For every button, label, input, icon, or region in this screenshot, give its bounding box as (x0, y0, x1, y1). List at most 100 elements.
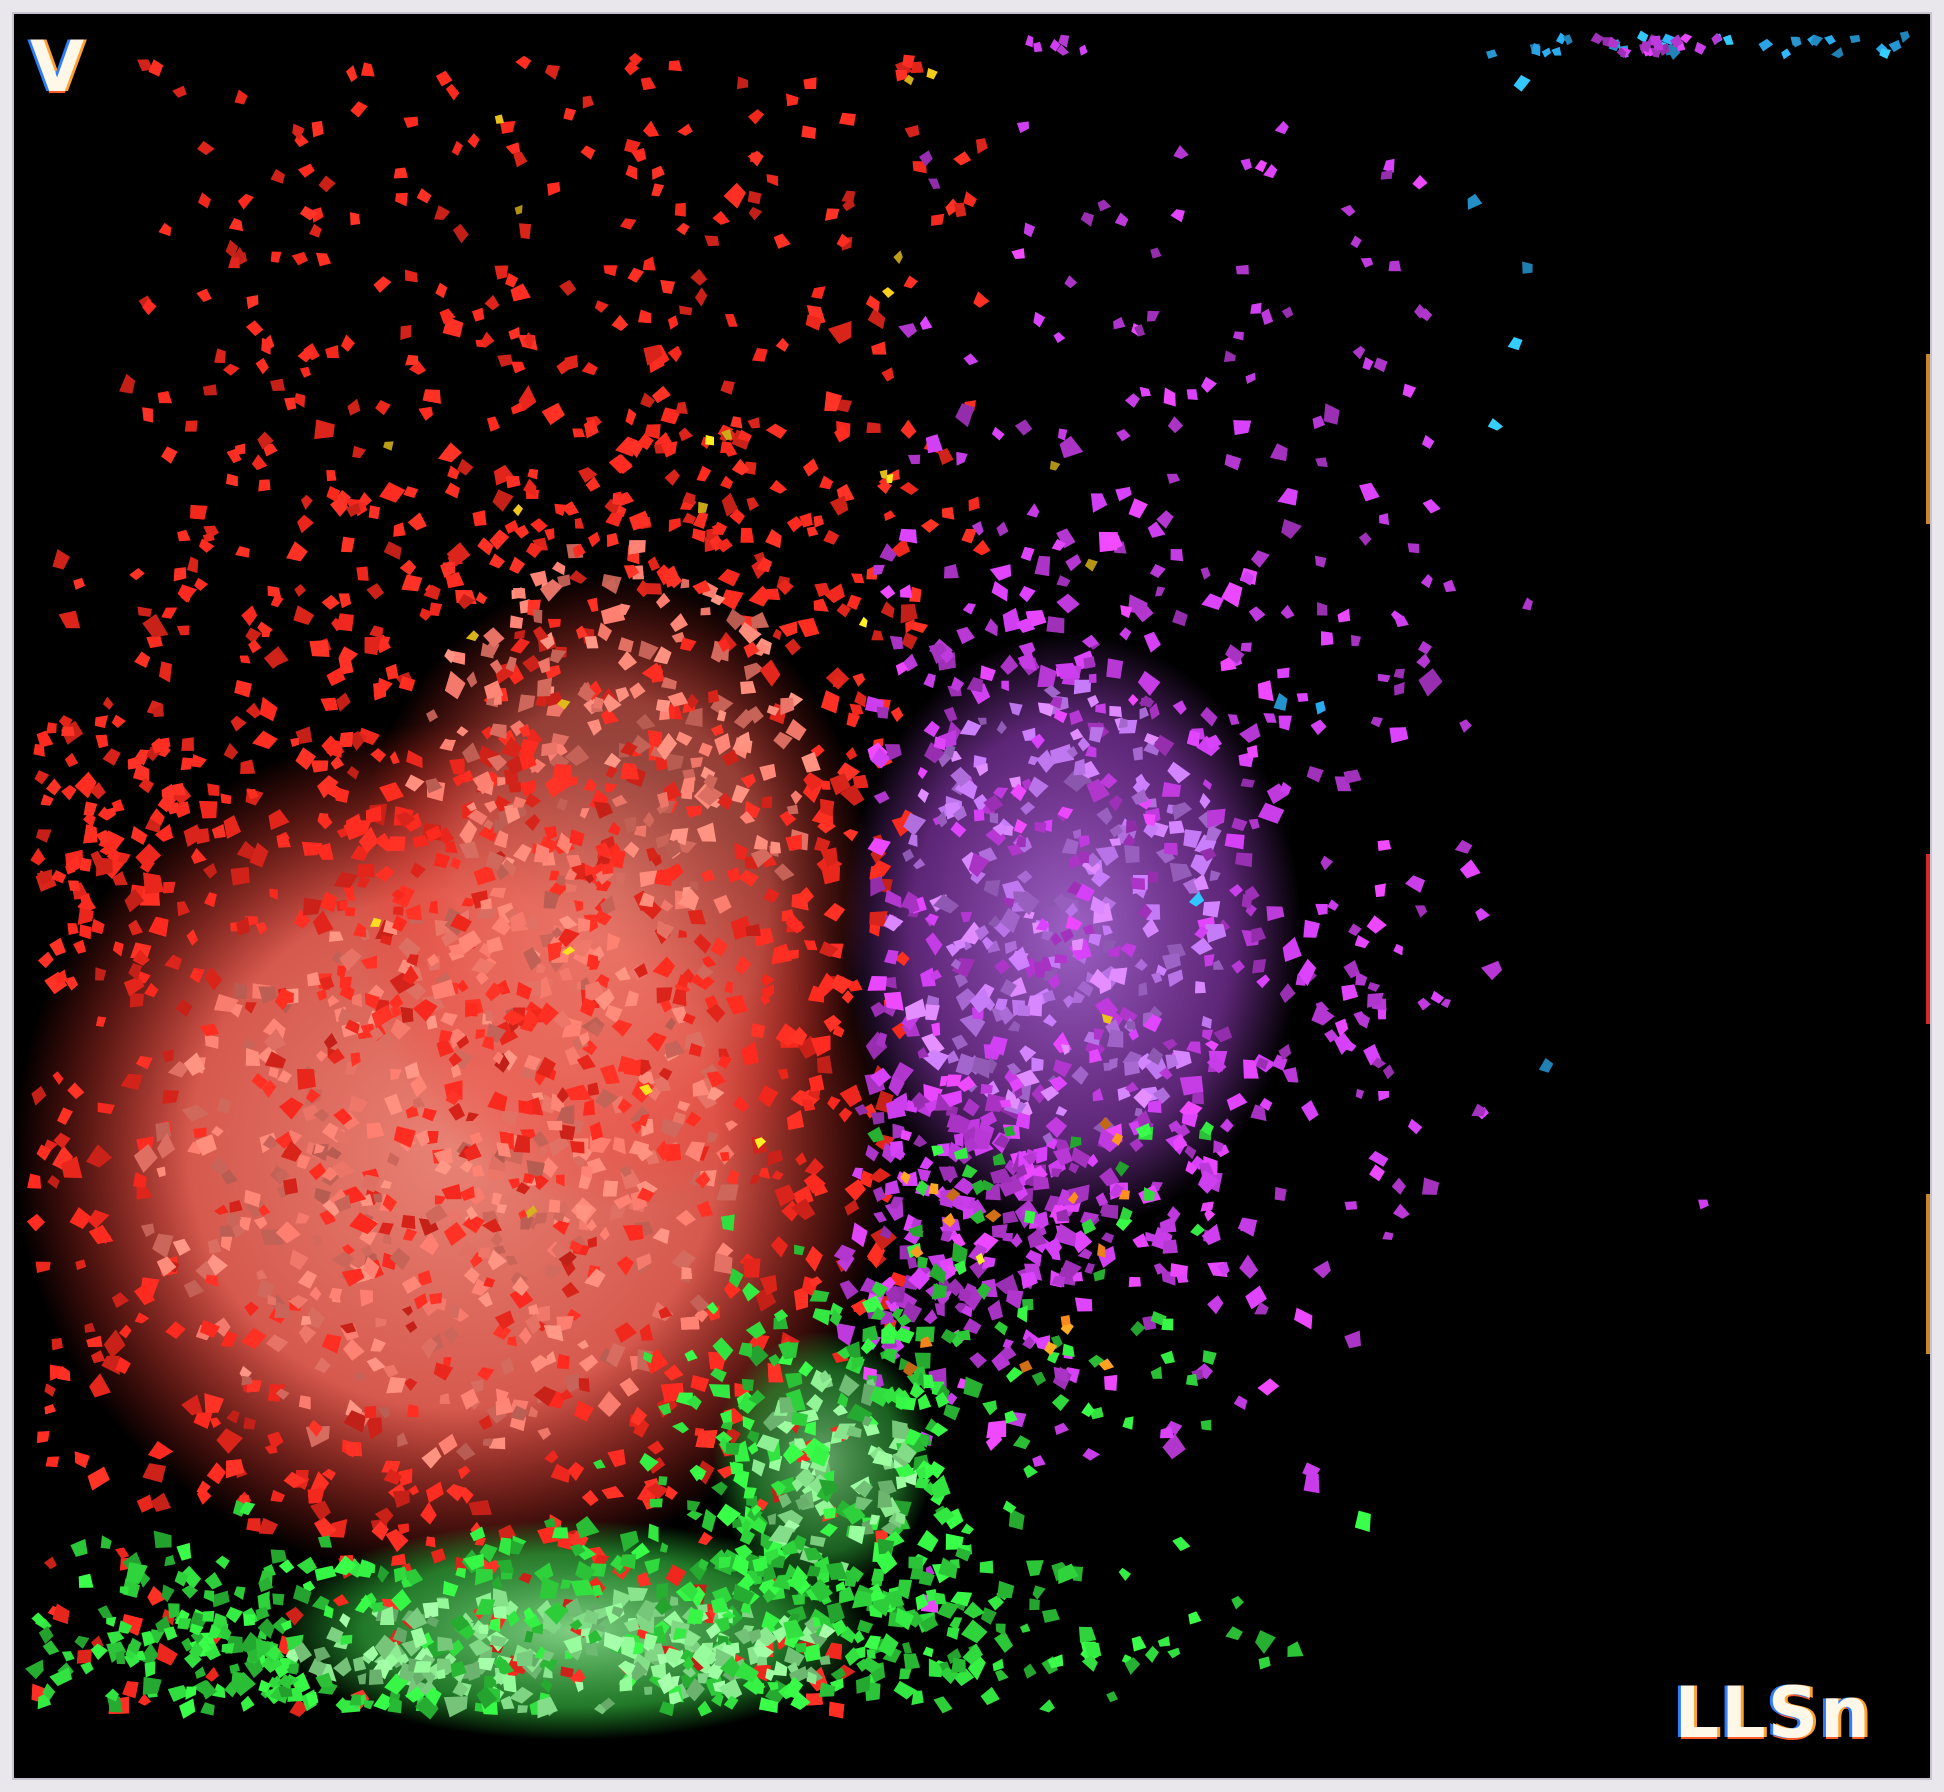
red-point (390, 1068, 402, 1081)
magenta-point (1068, 1162, 1080, 1174)
red-point (482, 1438, 494, 1447)
red-point (667, 315, 679, 330)
red-point (86, 1335, 103, 1348)
magenta-point (1311, 1004, 1335, 1026)
red-point (74, 1451, 90, 1469)
red-point (311, 120, 324, 138)
red-point (706, 1071, 726, 1088)
red-point (308, 1419, 323, 1437)
magenta-point (1377, 673, 1391, 683)
red-point (813, 515, 825, 528)
red-point (245, 627, 262, 644)
red-point (315, 1050, 328, 1063)
red-point (30, 847, 46, 866)
magenta-point (1204, 734, 1223, 751)
red-point (405, 904, 423, 921)
magenta-point (1077, 1248, 1093, 1260)
red-point (543, 890, 560, 909)
red-point (214, 994, 239, 1012)
red-point (578, 467, 598, 483)
magenta-point (1022, 1152, 1038, 1166)
magenta-point (1147, 870, 1159, 883)
magenta-point (1147, 1100, 1162, 1114)
red-point (719, 1151, 730, 1162)
magenta-point (1334, 1032, 1353, 1055)
red-point (451, 650, 466, 665)
red-point (214, 348, 226, 364)
red-point (440, 1012, 458, 1027)
red-point (785, 93, 799, 107)
magenta-point (1201, 376, 1217, 393)
magenta-point (1077, 736, 1091, 752)
red-point (541, 741, 558, 757)
red-point (902, 54, 915, 69)
red-point (358, 492, 372, 506)
red-point (403, 116, 419, 129)
magenta-point (1181, 1114, 1198, 1128)
red-point (589, 1136, 612, 1154)
magenta-point (1422, 499, 1441, 514)
magenta-point (879, 585, 896, 599)
red-point (435, 282, 448, 299)
green-point (179, 1698, 196, 1719)
magenta-point (893, 1147, 906, 1161)
red-point (523, 946, 542, 971)
red-point (639, 1323, 654, 1341)
magenta-point (1698, 1199, 1709, 1210)
red-point (226, 1209, 242, 1229)
red-point (120, 1073, 143, 1091)
red-point (138, 1693, 152, 1706)
magenta-point (1256, 1057, 1269, 1070)
magenta-point (940, 1228, 953, 1243)
magenta-point (1337, 608, 1351, 623)
magenta-point (1391, 1177, 1406, 1195)
red-point (578, 917, 591, 933)
red-point (336, 965, 347, 980)
magenta-point (851, 1222, 868, 1248)
magenta-point (883, 991, 904, 1011)
red-point (910, 61, 924, 74)
magenta-point (1035, 917, 1050, 931)
red-point (434, 1195, 447, 1205)
magenta-point (1256, 974, 1270, 989)
magenta-point (989, 564, 1012, 581)
magenta-point (1054, 1422, 1069, 1435)
magenta-point (1204, 953, 1215, 967)
magenta-point (1315, 903, 1328, 916)
magenta-point (1153, 734, 1175, 757)
magenta-point (1106, 1029, 1124, 1048)
magenta-point (1034, 822, 1047, 833)
red-point (553, 1209, 566, 1224)
magenta-point (1186, 1041, 1201, 1054)
red-point (35, 1261, 51, 1273)
red-point (149, 808, 165, 826)
red-point (565, 883, 577, 893)
red-point (500, 120, 516, 134)
red-point (27, 1173, 42, 1189)
magenta-point (963, 1137, 978, 1154)
red-point (759, 1167, 771, 1179)
magenta-point (1471, 1103, 1486, 1117)
red-point (880, 601, 895, 619)
red-point (234, 443, 246, 456)
red-point (292, 123, 305, 141)
magenta-point (1191, 1091, 1204, 1105)
red-point (401, 1215, 416, 1229)
red-point (381, 1460, 401, 1473)
point-markers (25, 30, 1910, 1720)
red-point (692, 580, 711, 595)
red-point (778, 621, 798, 637)
red-point (748, 206, 763, 221)
red-point (348, 1095, 369, 1113)
red-point (462, 1214, 485, 1234)
magenta-point (1278, 1043, 1292, 1061)
red-point (220, 1330, 238, 1347)
magenta-point (1334, 1018, 1349, 1037)
magenta-point (1054, 954, 1068, 964)
magenta-point (1422, 1177, 1440, 1195)
red-point (309, 1286, 322, 1301)
red-point (512, 1276, 529, 1297)
red-point (404, 269, 418, 283)
magenta-point (1119, 943, 1137, 958)
red-point (617, 1098, 633, 1114)
